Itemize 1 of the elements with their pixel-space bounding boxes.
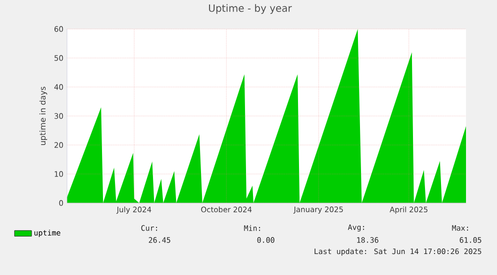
chart-title: Uptime - by year — [209, 4, 292, 14]
